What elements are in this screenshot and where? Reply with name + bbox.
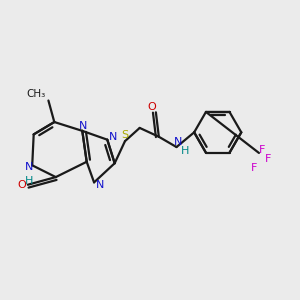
Text: N: N — [96, 180, 104, 190]
Text: F: F — [259, 145, 265, 155]
Text: S: S — [122, 130, 128, 140]
Text: N: N — [25, 162, 34, 172]
Text: N: N — [79, 121, 87, 130]
Text: N: N — [109, 132, 117, 142]
Text: H: H — [25, 176, 34, 186]
Text: CH₃: CH₃ — [26, 89, 46, 99]
Text: O: O — [147, 102, 156, 112]
Text: F: F — [251, 163, 258, 173]
Text: H: H — [181, 146, 190, 156]
Text: O: O — [17, 180, 26, 190]
Text: F: F — [265, 154, 271, 164]
Text: N: N — [174, 137, 182, 147]
